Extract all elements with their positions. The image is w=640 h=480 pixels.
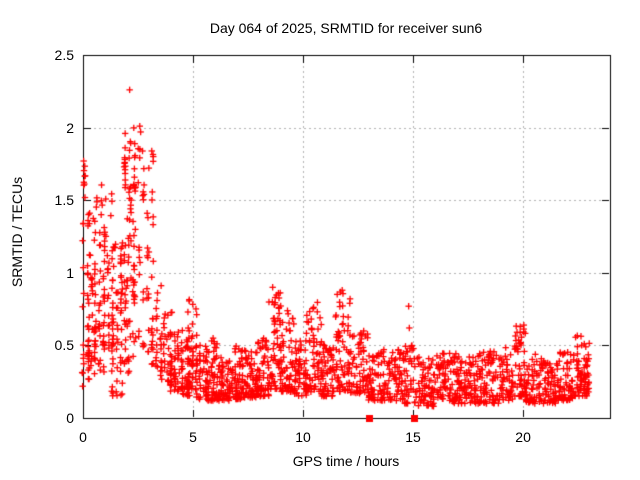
- y-tick-label: 2: [66, 119, 74, 136]
- y-tick-label: 1: [66, 264, 74, 281]
- x-axis-label: GPS time / hours: [292, 453, 400, 469]
- x-tick-label: 5: [189, 429, 197, 445]
- x-tick-label: 0: [79, 429, 87, 445]
- x-tick-label: 10: [295, 429, 311, 445]
- x-tick-label: 15: [405, 429, 421, 445]
- y-tick-label: 0.5: [54, 337, 74, 354]
- y-tick-label: 2.5: [54, 47, 74, 63]
- y-tick-label: 1.5: [54, 192, 74, 209]
- x-tick-label: 20: [515, 429, 531, 445]
- chart-title: Day 064 of 2025, SRMTID for receiver sun…: [209, 20, 483, 36]
- y-tick-label: 0: [66, 410, 74, 426]
